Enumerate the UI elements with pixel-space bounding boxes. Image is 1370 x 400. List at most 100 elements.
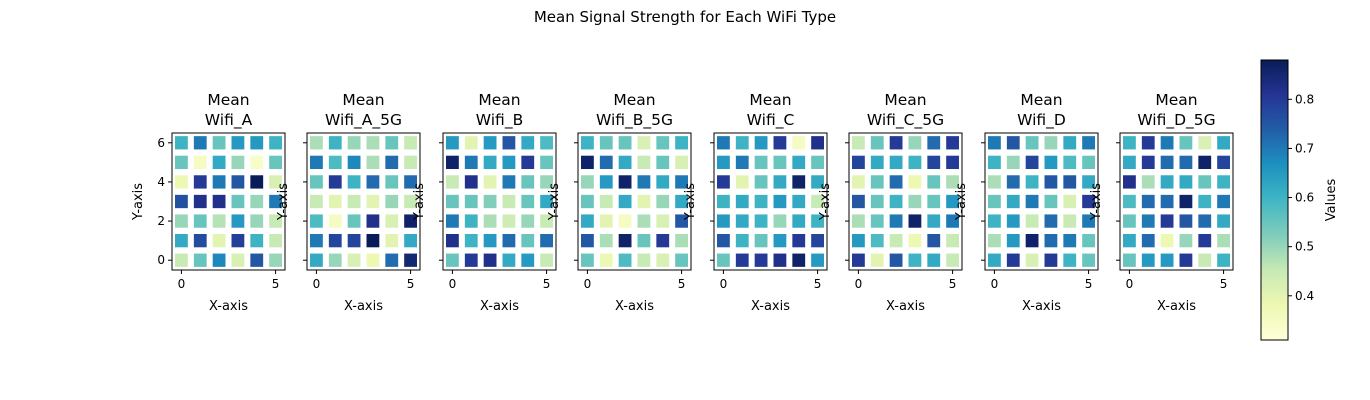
heatmap-cell [1082,155,1095,170]
heatmap-cell [988,155,1001,170]
heatmap-cell [483,194,497,209]
heatmap-cell [366,253,380,267]
heatmap-cell [811,136,824,150]
panel-title: Wifi_B [476,111,523,130]
heatmap-cell [675,194,688,209]
heatmap-cell [1082,214,1095,228]
heatmap-cell [1217,233,1230,248]
heatmap-cell [193,194,207,209]
panel-title: Wifi_C_5G [867,111,944,130]
heatmap-cell [717,233,730,248]
panel-title: Mean [1020,91,1062,109]
heatmap-cell [908,214,922,228]
heatmap-panel: Mean Wifi_D_5G 0 5 X-axis Y-axis [1089,91,1234,314]
heatmap-cell [1141,253,1155,267]
heatmap-cell [717,136,730,150]
heatmap-cell [811,233,824,248]
heatmap-cell [193,136,207,150]
heatmap-cell [175,253,188,267]
heatmap-cell [310,253,323,267]
axes-frame [577,132,692,271]
heatmap-cell [811,253,824,267]
panel-title: Wifi_A [205,111,253,130]
heatmap-cell [1025,155,1039,170]
heatmap-cell [675,136,688,150]
x-tick-label: 5 [814,277,822,291]
colorbar-gradient [1260,59,1289,341]
heatmap-cell [310,175,323,189]
heatmap-cell [269,136,282,150]
heatmap-panel: Mean Wifi_A_5G 0 5 X-axis Y-axis [276,91,421,314]
x-tick-label: 0 [1126,277,1134,291]
heatmap-cell [599,175,613,189]
heatmap-cell [599,194,613,209]
heatmap-cell [988,233,1001,248]
heatmap-cell [404,136,417,150]
heatmap-cell [328,155,342,170]
heatmap-cell [250,233,264,248]
heatmap-cell [269,175,282,189]
heatmap-cell [502,253,516,267]
heatmap-cell [250,214,264,228]
heatmap-cell [483,136,497,150]
heatmap-cell [870,233,884,248]
heatmap-cell [1044,214,1058,228]
x-tick-label: 0 [584,277,592,291]
heatmap-cell [347,233,361,248]
heatmap-cell [540,194,553,209]
heatmap-cell [1179,136,1193,150]
heatmap-cell [637,155,651,170]
heatmap-cell [1160,136,1174,150]
heatmap-cell [385,253,399,267]
y-tick-label: 0 [157,253,165,267]
panel-title: Mean [478,91,520,109]
heatmap-cell [540,214,553,228]
heatmap-cell [385,214,399,228]
heatmap-cell [675,233,688,248]
heatmap-cell [889,155,903,170]
heatmap-cell [792,253,806,267]
heatmap-cell [618,175,632,189]
heatmap-panel: Mean Wifi_D 0 5 X-axis Y-axis [954,91,1099,314]
heatmap-cell [250,194,264,209]
heatmap-cell [870,214,884,228]
heatmap-cell [464,155,478,170]
heatmap-cell [231,155,245,170]
heatmap-cell [366,233,380,248]
heatmap-cell [1082,253,1095,267]
heatmap-cell [656,214,670,228]
heatmap-cell [1044,233,1058,248]
heatmap-panel: Mean Wifi_A 0 5 0 2 4 6 X-axis Y-axis [131,91,286,314]
heatmap-cell [946,253,959,267]
heatmap-cell [1160,214,1174,228]
heatmap-cell [193,155,207,170]
heatmap-cell [811,194,824,209]
heatmap-cell [717,194,730,209]
y-tick-label: 4 [157,175,165,189]
heatmap-cell [1179,253,1193,267]
heatmap-cell [464,253,478,267]
y-axis-label: Y-axis [683,183,698,221]
heatmap-cell [792,155,806,170]
panel-title: Mean [613,91,655,109]
heatmap-cell [792,175,806,189]
colorbar-tick-label: 0.5 [1295,240,1314,254]
heatmap-cell [404,253,417,267]
heatmap-cell [1044,155,1058,170]
panel-title: Mean [749,91,791,109]
heatmap-cell [502,194,516,209]
heatmap-cell [1082,175,1095,189]
heatmap-cell [483,155,497,170]
heatmap-cell [1160,175,1174,189]
heatmap-cell [637,253,651,267]
heatmap-cell [464,214,478,228]
heatmap-cell [1063,175,1077,189]
axes-frame [306,132,421,271]
heatmap-cell [599,155,613,170]
heatmap-cell [988,175,1001,189]
panel-title: Mean [342,91,384,109]
x-axis-label: X-axis [209,299,248,314]
heatmap-cell [385,233,399,248]
heatmap-cell [773,214,787,228]
heatmap-cell [1044,136,1058,150]
